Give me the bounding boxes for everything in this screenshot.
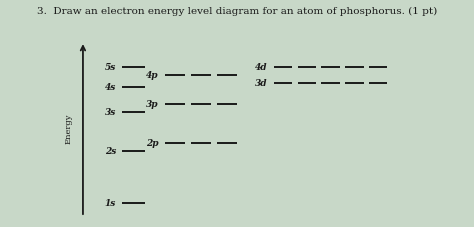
Text: Energy: Energy [65, 114, 73, 144]
Text: 3s: 3s [105, 108, 116, 117]
Text: 3p: 3p [146, 100, 159, 109]
Text: 1s: 1s [105, 199, 116, 207]
Text: 3d: 3d [255, 79, 268, 88]
Text: 4p: 4p [146, 71, 159, 80]
Text: 3.  Draw an electron energy level diagram for an atom of phosphorus. (1 pt): 3. Draw an electron energy level diagram… [37, 7, 437, 16]
Text: 4s: 4s [105, 83, 116, 92]
Text: 2s: 2s [105, 147, 116, 155]
Text: 2p: 2p [146, 139, 159, 148]
Text: 4d: 4d [255, 63, 268, 72]
Text: 5s: 5s [105, 63, 116, 72]
